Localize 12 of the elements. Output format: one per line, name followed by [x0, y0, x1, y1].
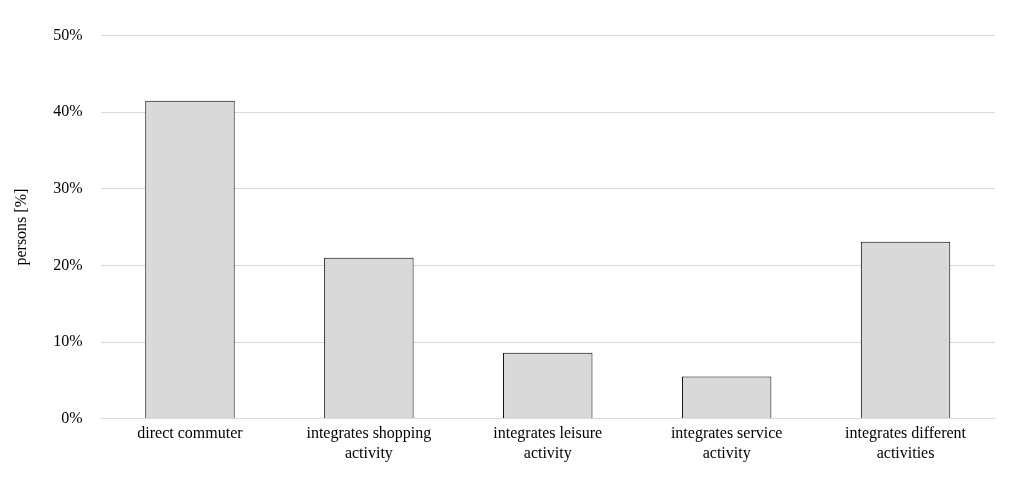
x-tick-label: integrates different activities [845, 424, 967, 461]
x-tick-label: direct commuter [137, 424, 244, 442]
y-axis-title: persons [%] [11, 188, 30, 266]
y-tick-label: 0% [61, 408, 83, 426]
y-tick-label: 10% [53, 332, 83, 350]
y-tick-label: 50% [53, 25, 83, 43]
y-tick-label: 20% [53, 255, 83, 273]
x-tick-label: integrates shopping activity [306, 424, 432, 462]
y-tick-label: 30% [53, 179, 83, 196]
x-tick-label: integrates leisure activity [493, 424, 603, 462]
y-tick-label: 40% [53, 102, 83, 120]
x-tick-label: integrates service activity [670, 424, 783, 462]
